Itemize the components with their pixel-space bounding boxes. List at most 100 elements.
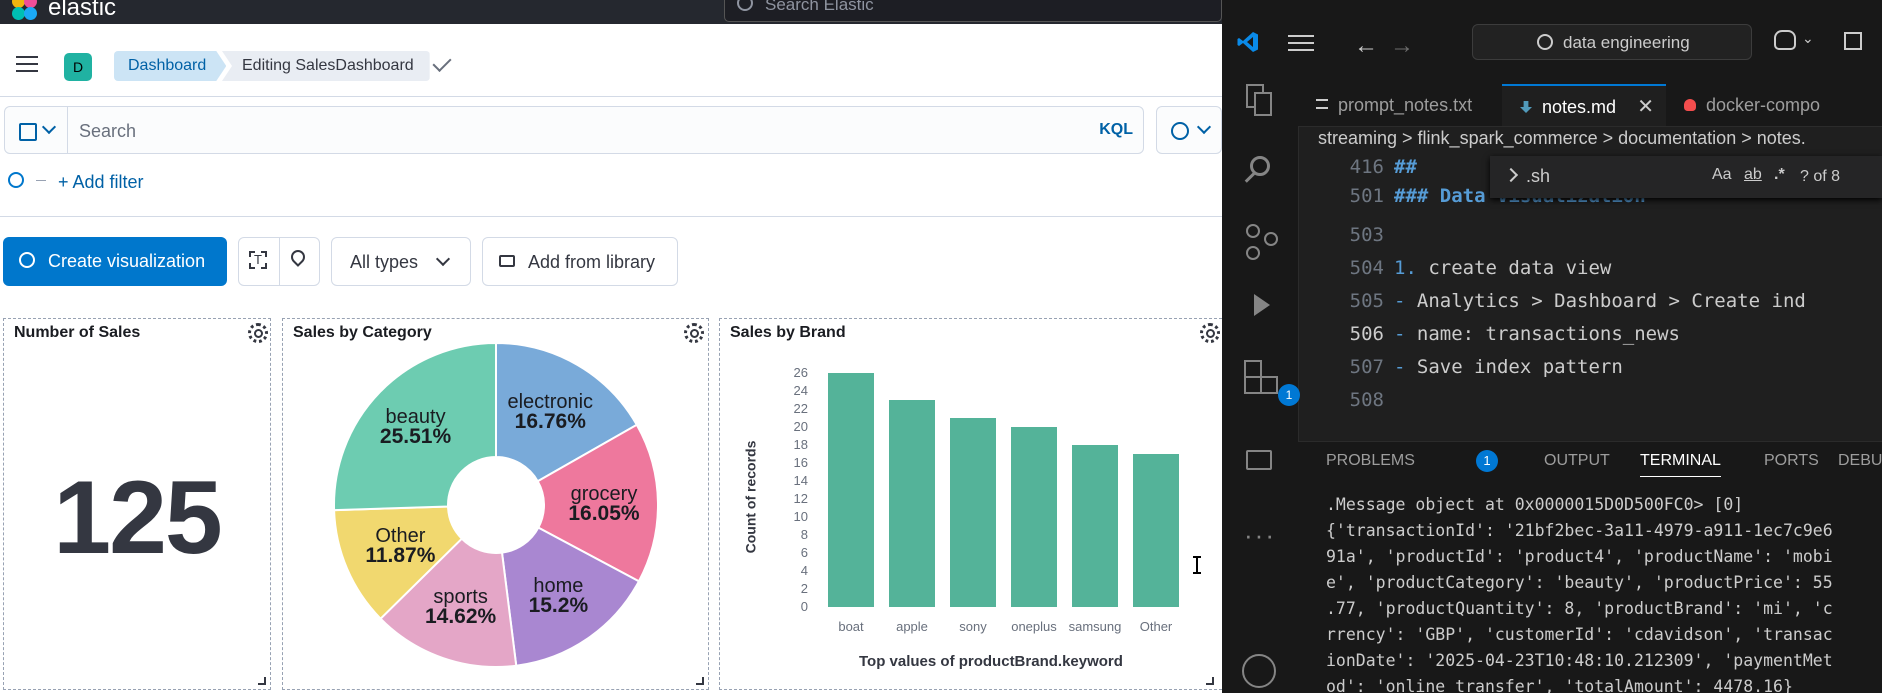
close-icon[interactable]: ✕ xyxy=(1637,96,1654,118)
line-number: 507 xyxy=(1349,356,1384,378)
tab-output-label[interactable]: OUTPUT xyxy=(1544,452,1610,469)
x-tick-label: sony xyxy=(959,619,987,634)
layout-icon[interactable] xyxy=(1844,32,1862,50)
slice-name: electronic xyxy=(507,390,594,413)
line-number: 505 xyxy=(1349,290,1384,312)
code-line[interactable]: - name: transactions_news xyxy=(1394,323,1680,345)
bar-boat[interactable] xyxy=(828,373,874,607)
y-tick-label: 2 xyxy=(800,581,808,596)
query-input[interactable]: Search xyxy=(79,121,137,141)
filter-icon[interactable] xyxy=(8,172,24,188)
text-icon[interactable]: T xyxy=(249,251,267,269)
tab-prompt-notes[interactable]: prompt_notes.txt xyxy=(1298,84,1502,126)
resize-handle-icon[interactable] xyxy=(258,677,266,685)
all-types-button[interactable]: All types xyxy=(331,237,471,286)
slice-home[interactable] xyxy=(500,526,641,667)
slice-grocery[interactable] xyxy=(536,423,659,583)
add-from-library-button[interactable]: Add from library xyxy=(482,237,678,286)
command-center-search[interactable]: data engineering xyxy=(1472,24,1752,60)
menu-icon[interactable] xyxy=(16,56,38,72)
search-icon[interactable] xyxy=(1242,154,1278,190)
code-line[interactable]: - Save index pattern xyxy=(1394,356,1623,378)
tab-terminal[interactable]: TERMINAL xyxy=(1640,452,1721,477)
gear-icon[interactable] xyxy=(248,323,268,343)
slice-percent: 11.87% xyxy=(365,543,436,567)
run-debug-icon[interactable] xyxy=(1242,290,1278,326)
account-icon[interactable] xyxy=(1242,654,1276,688)
source-control-icon[interactable] xyxy=(1242,222,1278,260)
chevron-down-icon xyxy=(1196,119,1212,135)
tab-problems[interactable]: PROBLEMS xyxy=(1326,452,1415,469)
back-arrow-icon[interactable]: ← xyxy=(1354,32,1378,59)
add-filter-link[interactable]: + Add filter xyxy=(58,172,144,192)
extensions-icon[interactable]: 1 xyxy=(1242,356,1300,406)
filter-divider xyxy=(36,180,46,181)
elastic-logo[interactable]: elastic xyxy=(12,0,116,22)
whole-word-toggle[interactable]: ab xyxy=(1744,166,1762,183)
bar-apple[interactable] xyxy=(889,400,935,607)
find-input[interactable]: .sh xyxy=(1526,166,1551,186)
create-visualization-button[interactable]: Create visualization xyxy=(3,237,227,286)
map-marker-icon[interactable] xyxy=(288,247,308,267)
slice-electronic[interactable] xyxy=(495,341,639,483)
problems-badge: 1 xyxy=(1476,450,1498,472)
docker-icon xyxy=(1684,99,1696,111)
line-number: 503 xyxy=(1349,224,1384,246)
gear-icon[interactable] xyxy=(684,323,704,343)
gear-icon[interactable] xyxy=(1200,323,1220,343)
clock-icon xyxy=(1171,122,1189,140)
tab-docker-compose[interactable]: docker-compo xyxy=(1666,84,1882,126)
explorer-icon[interactable] xyxy=(1242,84,1278,120)
saved-query-button[interactable] xyxy=(5,107,68,153)
code-line[interactable]: 1. create data view xyxy=(1394,257,1612,279)
code-editor[interactable]: 416##501### Data Visualization5035041. c… xyxy=(1298,156,1882,441)
panel-number-of-sales[interactable]: Number of Sales 125 xyxy=(3,318,271,690)
breadcrumb-dashboard[interactable]: Dashboard xyxy=(114,51,226,81)
bar-oneplus[interactable] xyxy=(1011,427,1057,607)
remote-explorer-icon[interactable] xyxy=(1242,444,1278,480)
terminal-line: od': 'online_transfer', 'totalAmount': 4… xyxy=(1326,677,1793,693)
global-search-input[interactable]: Search Elastic xyxy=(724,0,1222,22)
match-case-toggle[interactable]: Aa xyxy=(1712,166,1732,183)
file-breadcrumb[interactable]: streaming > flink_spark_commerce > docum… xyxy=(1318,128,1806,148)
forward-arrow-icon[interactable]: → xyxy=(1390,32,1414,59)
time-picker-button[interactable] xyxy=(1156,106,1222,154)
slice-name: Other xyxy=(375,524,426,547)
terminal-output[interactable]: .Message object at 0x0000015D0D500FC0> [… xyxy=(1326,492,1882,693)
slice-other[interactable] xyxy=(333,505,464,621)
panel-title: Sales by Category xyxy=(293,324,432,341)
more-icon[interactable]: ··· xyxy=(1244,520,1276,550)
tab-debug-console[interactable]: DEBUG CONSOL xyxy=(1838,452,1882,469)
code-line[interactable]: - Analytics > Dashboard > Create ind xyxy=(1394,290,1806,312)
y-tick-label: 8 xyxy=(800,527,808,542)
slice-beauty[interactable] xyxy=(333,341,497,512)
kibana-header: elastic Search Elastic xyxy=(0,0,1222,24)
y-tick-label: 24 xyxy=(793,383,808,398)
y-tick-label: 18 xyxy=(793,437,808,452)
y-tick-label: 16 xyxy=(793,455,808,470)
slice-sports[interactable] xyxy=(379,537,518,668)
resize-handle-icon[interactable] xyxy=(1206,677,1214,685)
panel-sales-by-category[interactable]: Sales by Category electronic 16.76% grocer… xyxy=(282,318,709,690)
y-axis-label: Count of records xyxy=(742,440,759,554)
tab-notes-md[interactable]: notes.md ✕ xyxy=(1502,84,1666,126)
slice-label-electronic: electronic 16.76% xyxy=(490,392,610,432)
code-line[interactable]: ## xyxy=(1394,156,1417,178)
chevron-right-icon[interactable] xyxy=(1503,167,1519,183)
resize-handle-icon[interactable] xyxy=(696,677,704,685)
panel-sales-by-brand[interactable]: Sales by Brand 0 2 4 6 8 10 12 14 16 18 20 22 24 26 bo… xyxy=(719,318,1222,690)
all-types-label: All types xyxy=(350,252,419,272)
vscode-window: ← → data engineering ⌄ 1 ··· prompt_note… xyxy=(1222,0,1882,693)
bar-sony[interactable] xyxy=(950,418,996,607)
kql-toggle[interactable]: KQL xyxy=(1099,121,1133,138)
bar-other[interactable] xyxy=(1133,454,1179,607)
tab-ports[interactable]: PORTS xyxy=(1764,452,1819,469)
y-tick-label: 0 xyxy=(800,599,808,614)
regex-toggle[interactable]: .* xyxy=(1774,166,1785,183)
slice-name: sports xyxy=(433,586,488,609)
space-avatar[interactable]: D xyxy=(64,53,92,81)
bar-samsung[interactable] xyxy=(1072,445,1118,607)
chevron-down-icon[interactable]: ⌄ xyxy=(1802,30,1814,46)
menu-icon[interactable] xyxy=(1288,35,1314,51)
copilot-icon[interactable] xyxy=(1774,30,1796,50)
